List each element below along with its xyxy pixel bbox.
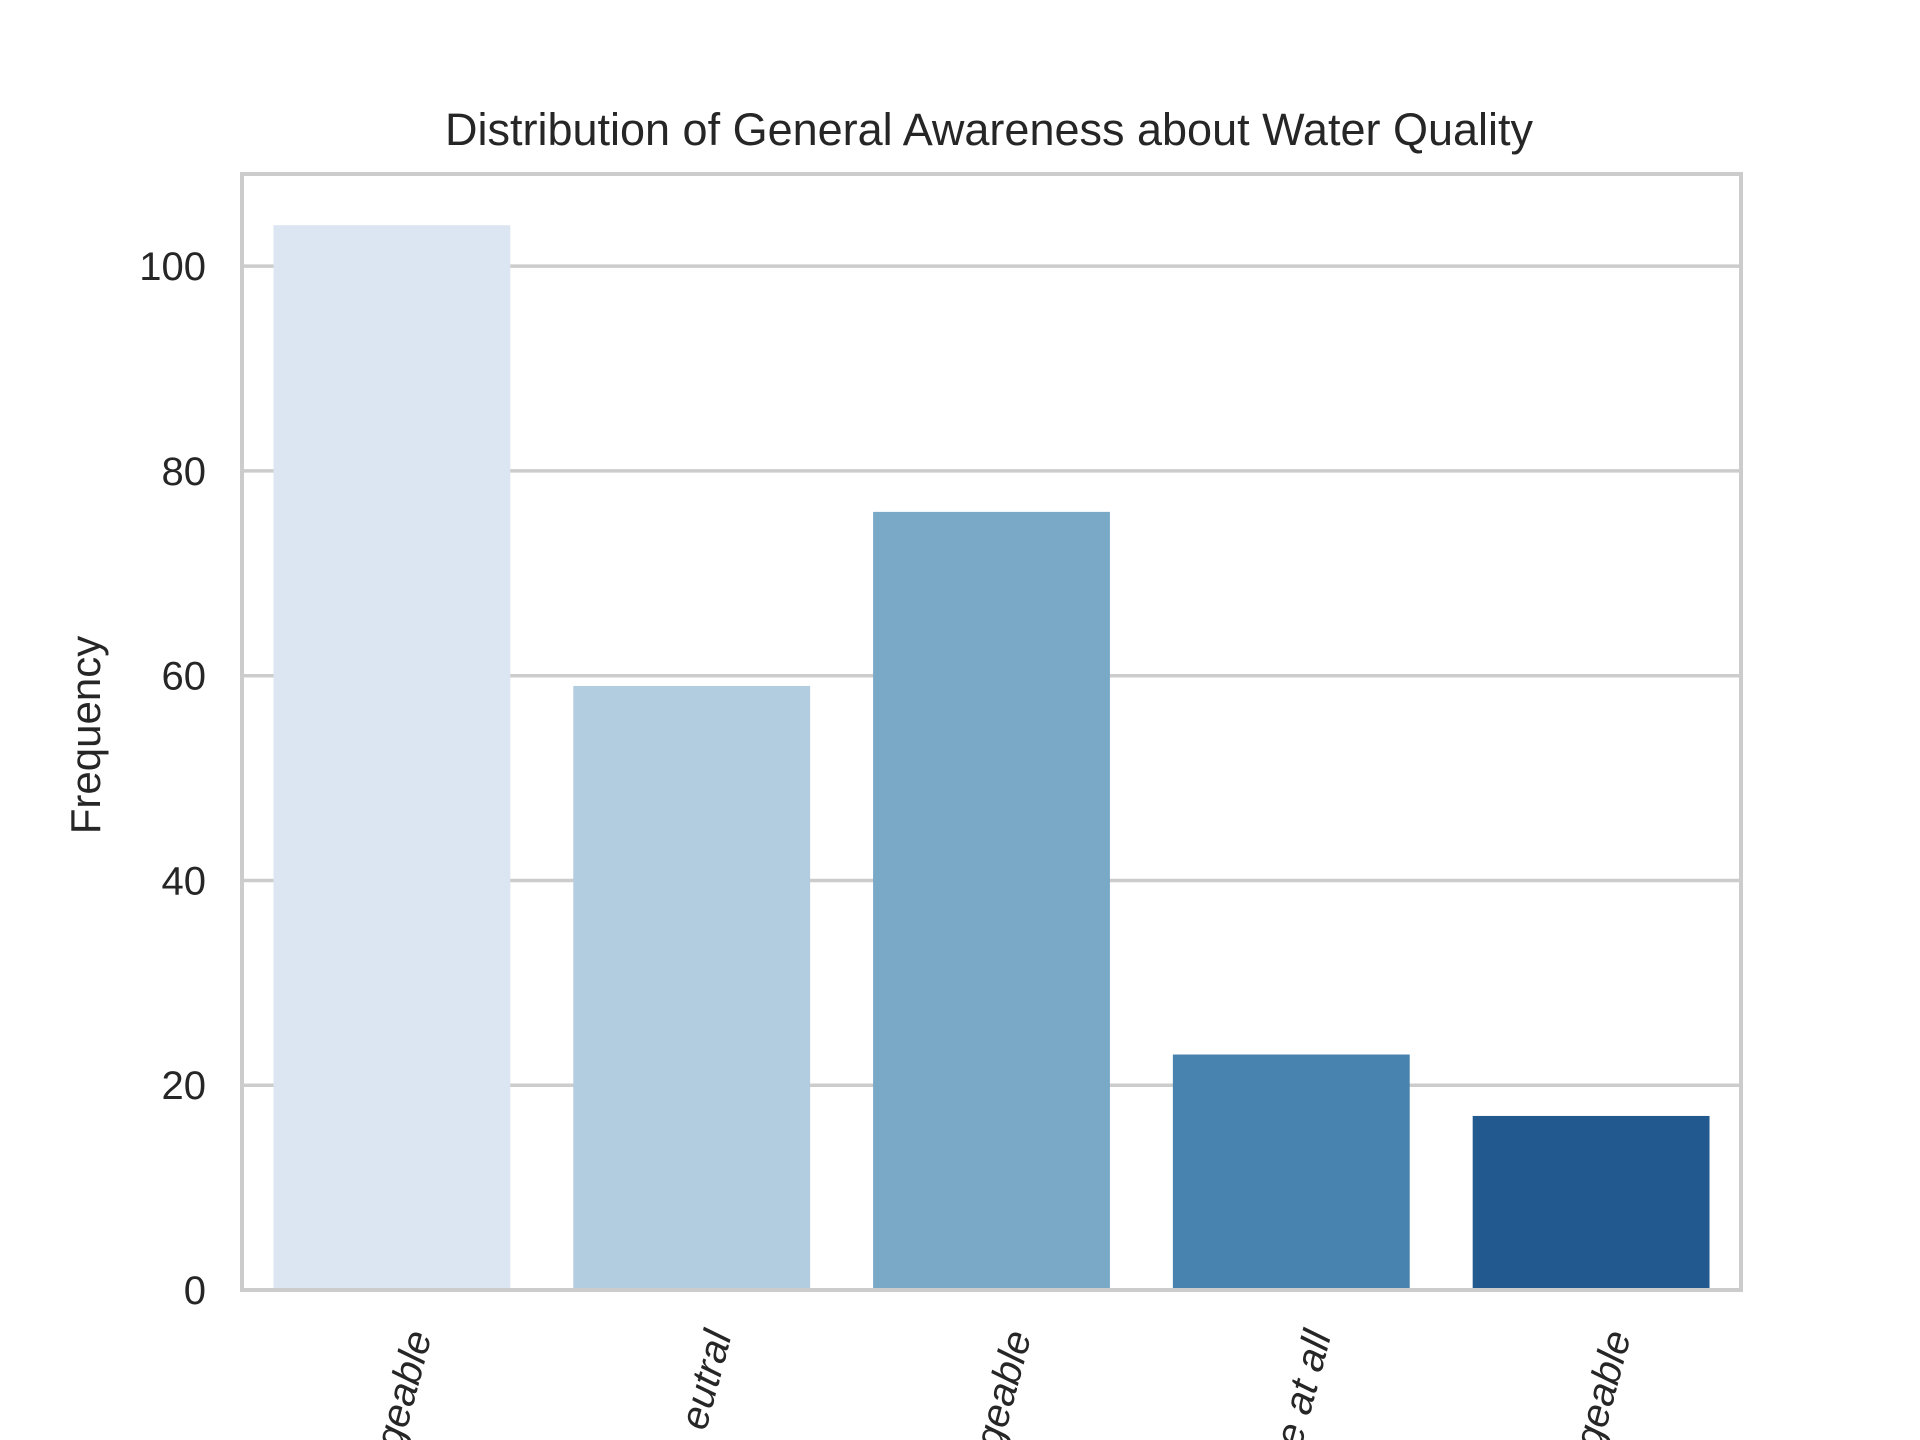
y-tick-label: 20 (162, 1064, 207, 1108)
bar (573, 685, 811, 1290)
y-tick-label: 80 (162, 450, 207, 494)
y-tick-label: 60 (162, 655, 207, 699)
bars (273, 225, 1710, 1291)
bar (1172, 1054, 1410, 1290)
axes-spines (240, 172, 1743, 1292)
chart-title: Distribution of General Awareness about … (445, 104, 1534, 155)
axes-frame (240, 172, 1743, 1292)
x-tick-label: geable (367, 1326, 441, 1440)
bar (1472, 1115, 1710, 1290)
x-tick-label: eutral (672, 1325, 741, 1434)
x-tick-labels: geable eutral geable e at all geable (367, 1325, 1640, 1440)
y-tick-label: 40 (162, 859, 207, 903)
bar (873, 511, 1110, 1290)
x-tick-label: geable (967, 1326, 1041, 1440)
y-axis-label: Frequency (62, 636, 109, 834)
y-tick-label: 100 (139, 245, 206, 289)
y-tick-labels: 0 20 40 60 80 100 (139, 245, 206, 1313)
y-tick-label: 0 (184, 1269, 206, 1313)
x-tick-label: e at all (1267, 1325, 1340, 1440)
bar (273, 225, 511, 1291)
x-tick-label: geable (1566, 1326, 1640, 1440)
